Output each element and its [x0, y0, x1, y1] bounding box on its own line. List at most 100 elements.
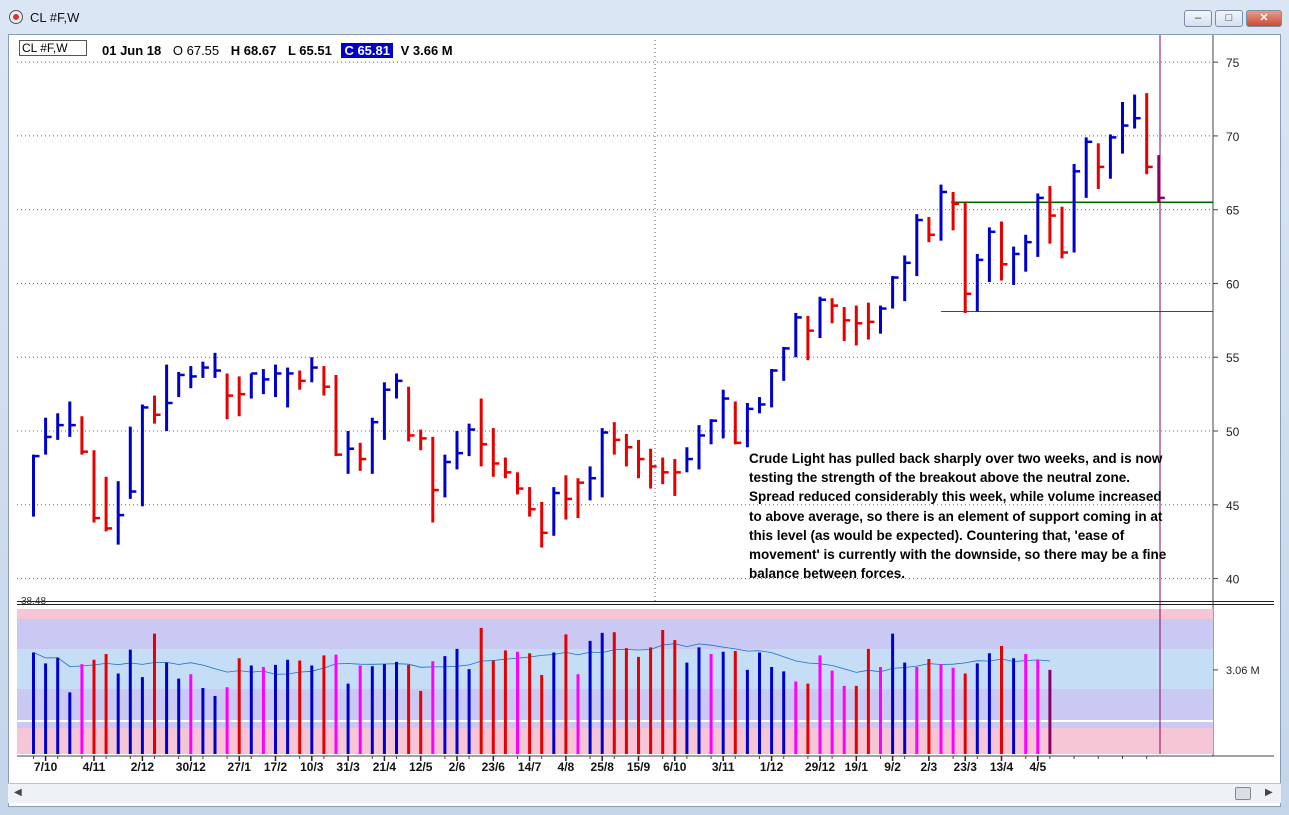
maximize-button[interactable]: □: [1215, 10, 1243, 27]
date-axis-label: 23/3: [954, 760, 978, 774]
close-button[interactable]: ✕: [1246, 10, 1282, 27]
price-bar: [395, 373, 403, 399]
date-axis-label: 1/12: [760, 760, 784, 774]
price-bar: [503, 457, 512, 479]
price-tick-label: 50: [1226, 425, 1240, 439]
price-bar: [1024, 234, 1032, 272]
volume-value: V 3.66 M: [400, 43, 453, 58]
date-axis-label: 9/2: [884, 760, 901, 774]
price-tick-label: 60: [1226, 277, 1240, 291]
date-axis-label: 12/5: [409, 760, 433, 774]
scroll-right-icon[interactable]: ▶: [1265, 787, 1273, 798]
chart-area: 40 45 50 55 60 65 70 75 3.06 M 7/10 4/11 2/12 30/12 2…: [8, 34, 1281, 807]
price-bar: [382, 382, 391, 440]
price-bar: [44, 417, 52, 455]
price-bar: [1145, 93, 1153, 175]
date-axis-label: 29/12: [805, 760, 835, 774]
price-bar: [1060, 206, 1068, 259]
price-tick-label: 65: [1226, 204, 1240, 218]
price-bar: [491, 428, 500, 477]
price-bar: [516, 472, 524, 495]
price-bar: [322, 366, 330, 396]
volume-panel: [17, 609, 1213, 754]
price-bar: [879, 305, 887, 334]
price-bar: [576, 478, 584, 519]
volume-band-high: [17, 609, 1213, 619]
price-bar: [830, 298, 839, 324]
analysis-annotation: Crude Light has pulled back sharply over…: [749, 451, 1167, 582]
date-axis-label: 2/3: [921, 760, 938, 774]
date-axis-label: 13/4: [990, 760, 1014, 774]
price-bar: [588, 466, 597, 501]
symbol-field[interactable]: CL #F,W: [19, 40, 87, 56]
date-axis-label: 23/6: [482, 760, 506, 774]
price-bar: [552, 487, 560, 536]
title-bar: CL #F,W – □ ✕: [0, 0, 1289, 34]
price-bar: [782, 346, 790, 381]
window-title: CL #F,W: [30, 10, 80, 25]
price-bar: [1133, 94, 1141, 129]
date-axis-label: 6/10: [663, 760, 687, 774]
price-bar: [455, 431, 463, 470]
close-value: C 65.81: [341, 43, 393, 58]
price-bar: [649, 448, 657, 489]
scroll-thumb[interactable]: [1235, 787, 1251, 800]
date-axis-label: 7/10: [34, 760, 58, 774]
date-axis-label: 17/2: [264, 760, 288, 774]
date-axis-label: 2/12: [131, 760, 155, 774]
price-bar: [637, 439, 645, 479]
horizontal-scrollbar[interactable]: ◀ ▶: [8, 783, 1281, 803]
price-bar: [1096, 143, 1105, 190]
open-value: O 67.55: [172, 43, 220, 58]
price-bar: [225, 373, 234, 420]
price-bar: [685, 447, 693, 473]
price-bar: [1084, 137, 1093, 198]
price-bar: [564, 475, 572, 520]
price-tick-label: 75: [1226, 56, 1240, 70]
price-bar: [104, 476, 113, 532]
price-bar: [915, 214, 923, 277]
price-bar: [745, 402, 754, 448]
high-value: H 68.67: [230, 43, 277, 58]
price-bar: [153, 395, 161, 424]
price-bar: [213, 352, 221, 378]
price-bar: [709, 419, 718, 445]
price-bar: [721, 389, 730, 439]
chart-canvas[interactable]: 40 45 50 55 60 65 70 75 3.06 M 7/10 4/11 2/12 30/12 2…: [9, 35, 1281, 807]
date-axis-label: 30/12: [176, 760, 206, 774]
price-bar: [987, 227, 996, 282]
price-bar: [1036, 193, 1044, 257]
volume-average-label: 3.06 M: [1226, 665, 1260, 677]
scroll-left-icon[interactable]: ◀: [14, 787, 22, 798]
price-bar: [177, 371, 185, 398]
price-bar: [467, 423, 476, 457]
price-bar: [443, 454, 451, 498]
price-bar: [540, 501, 548, 548]
price-bar: [770, 369, 778, 408]
price-bar: [32, 454, 40, 517]
price-bar: [237, 376, 246, 417]
date-axis-label: 31/3: [336, 760, 360, 774]
price-bar: [201, 361, 209, 378]
date-axis-label: 27/1: [228, 760, 252, 774]
price-bar: [963, 202, 972, 313]
price-bar: [479, 398, 488, 467]
price-bar: [249, 372, 258, 399]
price-tick-label: 45: [1226, 499, 1240, 513]
price-bar: [806, 315, 814, 361]
price-bar: [310, 357, 318, 383]
date-axis-label: 4/5: [1029, 760, 1046, 774]
price-bar: [165, 364, 173, 432]
price-panel-bg: [17, 40, 1213, 601]
date-axis-label: 14/7: [518, 760, 542, 774]
price-tick-label: 70: [1226, 130, 1240, 144]
minimize-button[interactable]: –: [1184, 10, 1212, 27]
price-bar: [274, 364, 282, 398]
price-low-label: 38.48: [21, 596, 47, 607]
price-bar: [140, 404, 149, 507]
date-axis-label: 25/8: [591, 760, 615, 774]
price-bar: [661, 457, 669, 485]
date-axis: 7/10 4/11 2/12 30/12 27/1 17/2 10/3 31/3 21/4 12/…: [17, 755, 1274, 774]
price-bar: [903, 255, 911, 302]
